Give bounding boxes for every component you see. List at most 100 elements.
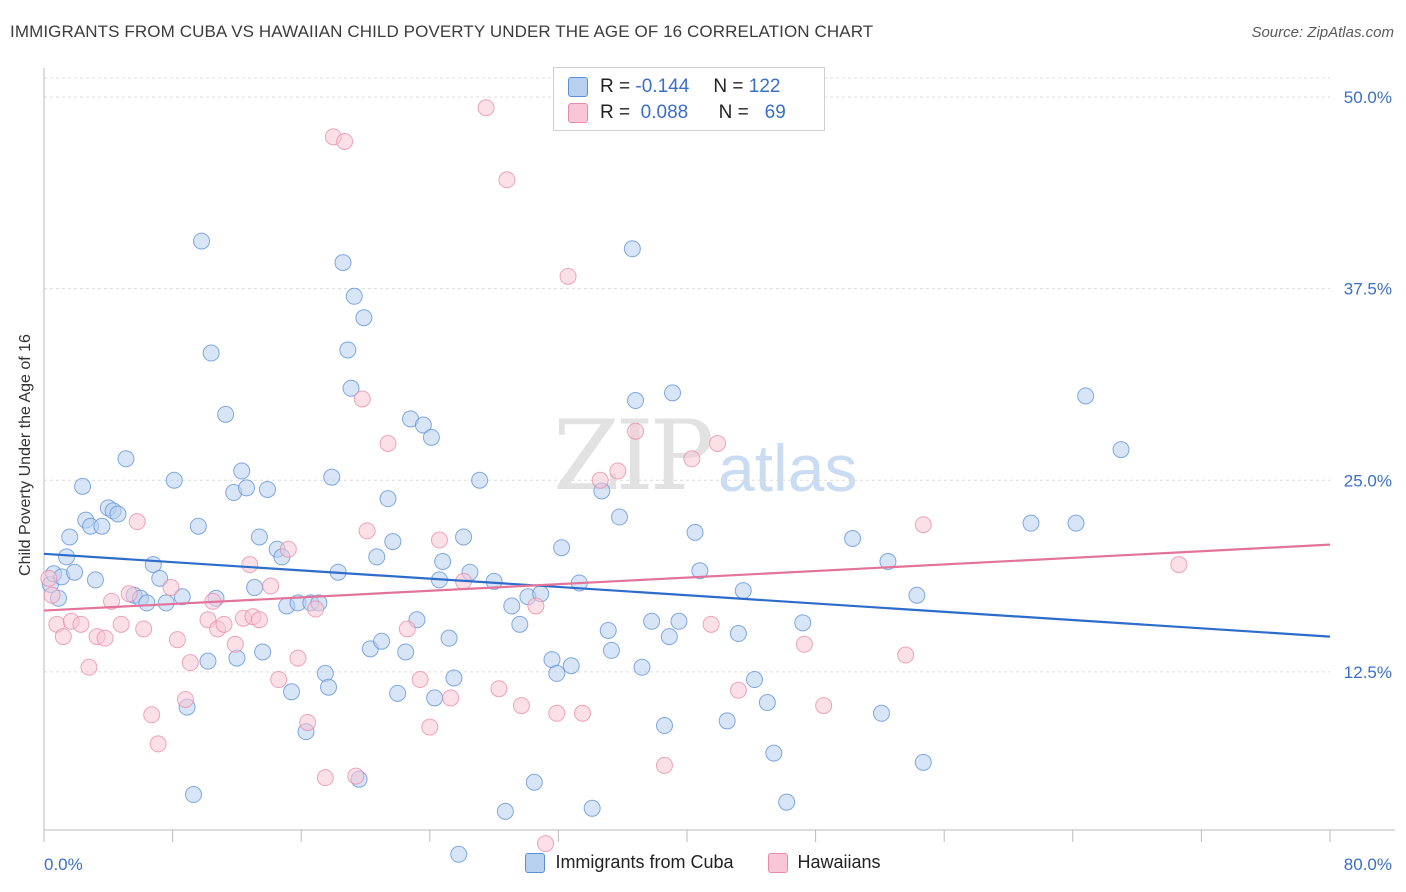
hawaiian-point	[683, 450, 701, 468]
hawaiian-point	[176, 690, 194, 708]
cuba-point	[384, 533, 402, 551]
hawaiian-point	[149, 735, 167, 753]
cuba-point	[323, 468, 341, 486]
cuba-point	[503, 597, 521, 615]
cuba-point	[426, 689, 444, 707]
cuba-point	[525, 773, 543, 791]
hawaiian-point	[43, 586, 61, 604]
cuba-point	[397, 643, 415, 661]
cuba-point	[670, 612, 688, 630]
legend-swatch-cuba	[525, 852, 546, 873]
cuba-point	[238, 479, 256, 497]
cuba-point	[414, 416, 432, 434]
cuba-point	[1022, 514, 1040, 532]
hawaiian-point	[241, 556, 259, 574]
hawaiian-point	[548, 704, 566, 722]
legend-label-cuba: Immigrants from Cuba	[555, 852, 734, 872]
cuba-point	[109, 505, 127, 523]
cuba-point	[93, 517, 111, 535]
hawaiian-point	[103, 592, 121, 610]
cuba-point	[844, 530, 862, 548]
hawaiian-point	[379, 434, 397, 452]
cuba-point	[283, 683, 301, 701]
cuba-point	[193, 232, 211, 250]
cuba-point	[455, 528, 473, 546]
cuba-point	[345, 287, 363, 305]
cuba-point	[655, 717, 673, 735]
hawaiian-point	[250, 611, 268, 629]
cuba-point	[496, 802, 514, 820]
legend-n-label: N =	[718, 102, 749, 123]
cuba-point	[165, 471, 183, 489]
hawaiian-point	[40, 569, 58, 587]
cuba-point	[1077, 387, 1095, 405]
cuba-point	[368, 548, 386, 566]
cuba-point	[553, 539, 571, 557]
series-legend: Immigrants from Cuba Hawaiians	[0, 852, 1406, 873]
hawaiian-point	[353, 390, 371, 408]
cuba-point	[316, 664, 334, 682]
cuba-point	[389, 684, 407, 702]
cuba-point	[718, 712, 736, 730]
hawaiian-point	[358, 522, 376, 540]
hawaiian-point	[512, 697, 530, 715]
hawaiian-point	[128, 513, 146, 531]
hawaiian-point	[709, 434, 727, 452]
cuba-point	[117, 450, 135, 468]
hawaiian-point	[430, 531, 448, 549]
hawaiian-point	[226, 635, 244, 653]
legend-item-cuba[interactable]: Immigrants from Cuba	[525, 852, 734, 873]
hawaiian-point	[307, 600, 325, 618]
cuba-point	[440, 629, 458, 647]
cuba-point	[217, 405, 235, 423]
hawaiian-point	[815, 697, 833, 715]
legend-item-hawaiians[interactable]: Hawaiians	[767, 852, 881, 873]
y-tick-label: 12.5%	[1344, 663, 1392, 682]
legend-r-label: R =	[600, 102, 631, 123]
chart-title: IMMIGRANTS FROM CUBA VS HAWAIIAN CHILD P…	[10, 22, 874, 41]
cuba-point	[879, 552, 897, 570]
hawaiian-point	[1170, 556, 1188, 574]
hawaiian-point	[181, 654, 199, 672]
cuba-point	[246, 579, 264, 597]
cuba-point	[746, 671, 764, 689]
legend-swatch-hawaiians	[568, 103, 588, 123]
cuba-point	[434, 552, 452, 570]
x-tick-label: 80.0%	[1344, 855, 1392, 874]
hawaiian-point	[591, 471, 609, 489]
legend-n-label: N =	[713, 76, 744, 97]
x-tick-label: 0.0%	[44, 855, 83, 874]
cuba-point	[627, 392, 645, 410]
hawaiian-point	[279, 540, 297, 558]
legend-swatch-hawaiians	[767, 852, 788, 873]
hawaiian-point	[498, 171, 516, 189]
hawaiian-point	[215, 615, 233, 633]
cuba-point	[511, 615, 529, 633]
hawaiian-point	[421, 718, 439, 736]
cuba-point	[86, 571, 104, 589]
legend-n-value: 69	[764, 102, 786, 123]
hawaiian-point	[120, 585, 138, 603]
legend-r-label: R =	[600, 76, 631, 97]
legend-r-value: -0.144	[635, 76, 690, 97]
hawaiian-point	[135, 620, 153, 638]
hawaiian-point	[795, 635, 813, 653]
cuba-point	[151, 569, 169, 587]
cuba-point	[794, 614, 812, 632]
hawaiian-point	[574, 704, 592, 722]
cuba-point	[58, 548, 76, 566]
hawaiian-point	[627, 422, 645, 440]
cuba-point	[254, 643, 272, 661]
legend-row-cuba: R = -0.144 N = 122	[568, 74, 780, 100]
hawaiian-point	[398, 620, 416, 638]
hawaiian-point	[537, 835, 555, 853]
cuba-point	[450, 845, 468, 863]
legend-swatch-cuba	[568, 77, 588, 97]
hawaiian-point	[609, 462, 627, 480]
cuba-point	[66, 563, 84, 581]
cuba-point	[765, 744, 783, 762]
hawaiian-point	[336, 132, 354, 150]
cuba-point	[686, 523, 704, 541]
cuba-point	[199, 652, 217, 670]
cuba-point	[157, 594, 175, 612]
